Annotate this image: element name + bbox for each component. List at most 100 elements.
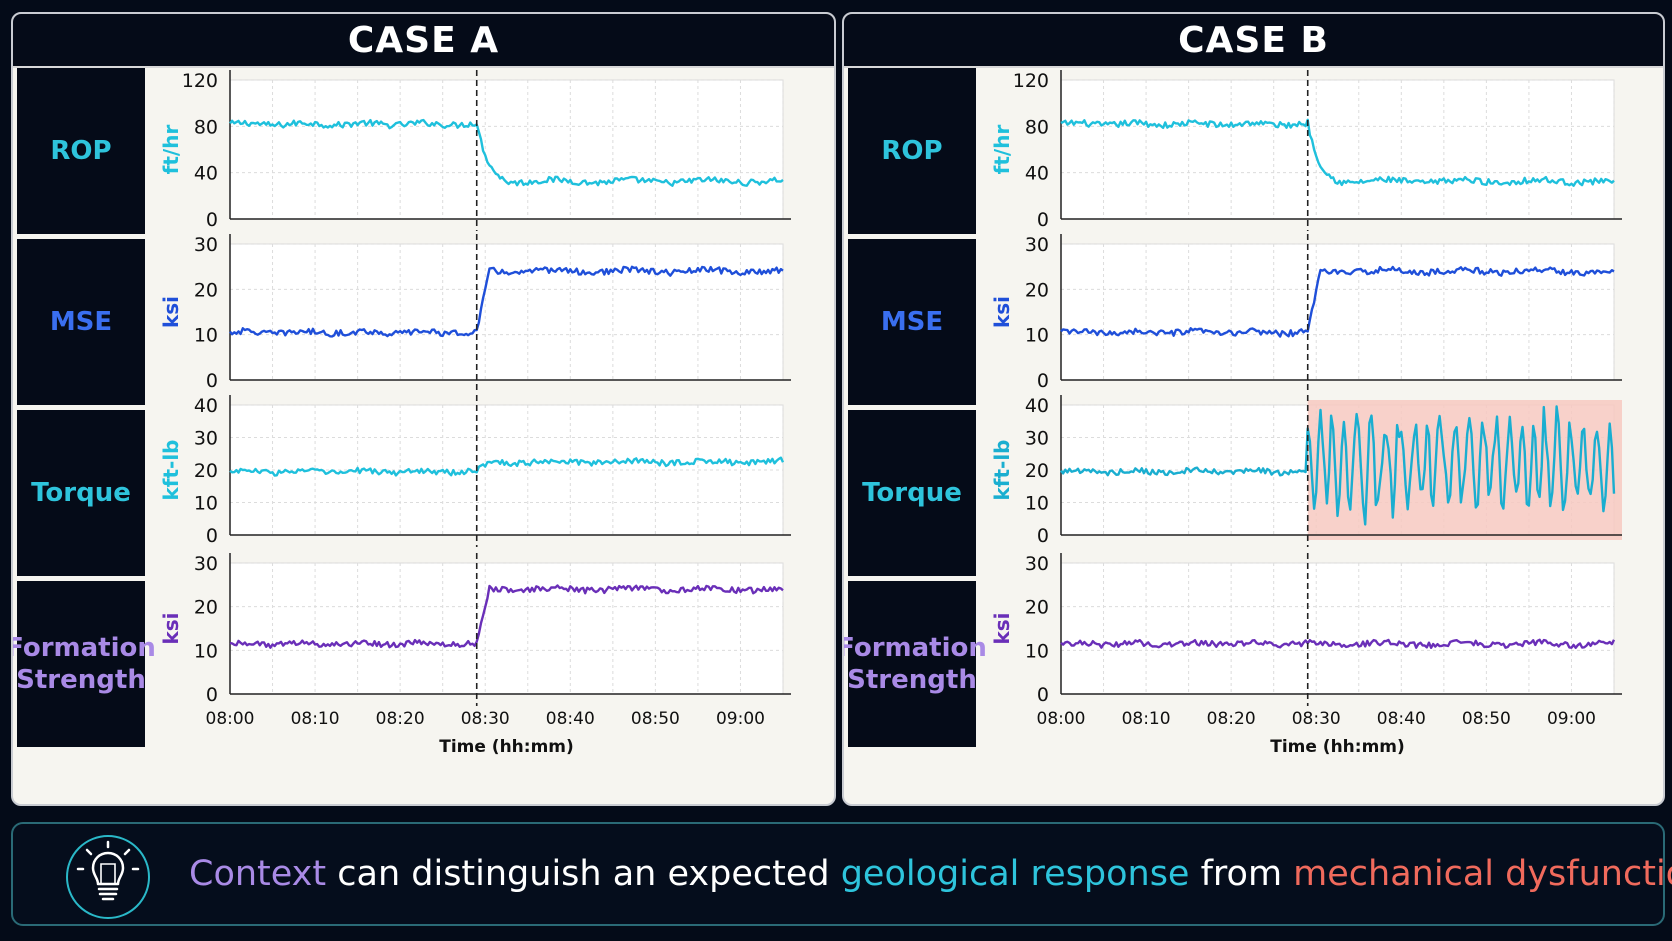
x-tick-label: 08:10: [1122, 709, 1171, 729]
y-tick-label: 30: [194, 553, 218, 575]
y-tick-label: 20: [1025, 597, 1049, 619]
plot-area: [229, 79, 784, 220]
series-line: [1060, 638, 1616, 649]
y-tick-label: 0: [206, 525, 218, 547]
case-b-rop-label: ROP: [848, 68, 976, 234]
y-tick-label: 0: [1037, 209, 1049, 231]
series-line: [229, 584, 784, 649]
series-line: [1060, 405, 1616, 526]
y-tick-label: 120: [1013, 70, 1049, 92]
y-tick-label: 10: [1025, 325, 1049, 347]
y-tick-label: 10: [194, 640, 218, 662]
insight-word-geological: geological response: [840, 854, 1190, 894]
x-tick-label: 08:00: [1037, 709, 1086, 729]
case-a-formation-label-line2: Strength: [16, 665, 146, 695]
y-tick-label: 120: [182, 70, 218, 92]
chart-b-1: 0 10 20 30 ksi: [990, 234, 1622, 392]
y-tick-label: 80: [1025, 116, 1049, 138]
y-tick-label: 10: [1025, 640, 1049, 662]
case-a-torque-label: Torque: [17, 410, 145, 576]
y-tick-label: 30: [1025, 553, 1049, 575]
y-tick-label: 30: [1025, 428, 1049, 450]
y-tick-label: 80: [194, 116, 218, 138]
insight-text-2: from: [1189, 854, 1294, 894]
y-tick-label: 0: [1037, 525, 1049, 547]
plot-area: [229, 562, 784, 695]
y-tick-label: 40: [194, 163, 218, 185]
case-a-title: CASE A: [13, 14, 834, 68]
insight-banner: Context can distinguish an expected geol…: [11, 822, 1672, 926]
x-axis-title: Time (hh:mm): [439, 737, 574, 757]
y-tick-label: 40: [1025, 163, 1049, 185]
x-tick-label: 08:30: [461, 709, 510, 729]
y-tick-label: 0: [1037, 684, 1049, 706]
y-tick-label: 0: [206, 684, 218, 706]
y-tick-label: 30: [194, 234, 218, 256]
y-tick-label: 10: [194, 325, 218, 347]
case-a-panel: CASE A ROP MSE Torque Formation Strength …: [11, 12, 836, 806]
y-tick-label: 20: [1025, 460, 1049, 482]
case-a-mse-label: MSE: [17, 239, 145, 405]
x-tick-label: 08:10: [291, 709, 340, 729]
unit-label: ksi: [159, 296, 183, 328]
case-b-panel: CASE B ROP MSE Torque Formation Strength …: [842, 12, 1665, 806]
lightbulb-icon: [66, 835, 150, 919]
x-tick-label: 08:30: [1292, 709, 1341, 729]
x-tick-label: 08:50: [1462, 709, 1511, 729]
x-tick-label: 09:00: [1547, 709, 1596, 729]
series-line: [1060, 118, 1615, 187]
chart-b-0: 0 40 80 120 ft/hr: [990, 70, 1622, 231]
y-tick-label: 30: [194, 428, 218, 450]
series-line: [229, 118, 784, 187]
y-tick-label: 40: [194, 395, 218, 417]
case-b-formation-label-line2: Strength: [847, 665, 977, 695]
unit-label: ksi: [990, 612, 1014, 644]
y-tick-label: 0: [1037, 370, 1049, 392]
y-tick-label: 20: [1025, 279, 1049, 301]
unit-label: ksi: [159, 612, 183, 644]
series-line: [1060, 265, 1615, 338]
chart-b-2: 0 10 20 30 40 kft-lb: [990, 395, 1622, 547]
case-b-formation-label-line1: Formation: [842, 633, 987, 663]
y-tick-label: 0: [206, 370, 218, 392]
y-tick-label: 20: [194, 460, 218, 482]
x-tick-label: 08:40: [1377, 709, 1426, 729]
x-tick-label: 09:00: [716, 709, 765, 729]
chart-a-0: 0 40 80 120 ft/hr: [159, 70, 791, 231]
unit-label: ft/hr: [990, 125, 1014, 175]
chart-a-1: 0 10 20 30 ksi: [159, 234, 791, 392]
case-a-rop-label: ROP: [17, 68, 145, 234]
case-b-title: CASE B: [844, 14, 1663, 68]
case-b-torque-label: Torque: [848, 410, 976, 576]
x-tick-label: 08:00: [206, 709, 255, 729]
x-tick-label: 08:40: [546, 709, 595, 729]
chart-a-2: 0 10 20 30 40 kft-lb: [159, 395, 791, 547]
plot-area: [1060, 243, 1615, 381]
plot-area: [1060, 79, 1615, 220]
y-tick-label: 20: [194, 597, 218, 619]
unit-label: kft-lb: [990, 439, 1014, 500]
series-line: [229, 456, 785, 477]
y-tick-label: 0: [206, 209, 218, 231]
series-line: [229, 265, 784, 338]
x-tick-label: 08:20: [376, 709, 425, 729]
insight-text-1: can distinguish an expected: [326, 854, 841, 894]
case-a-formation-label-line1: Formation: [11, 633, 156, 663]
unit-label: kft-lb: [159, 439, 183, 500]
case-b-mse-label: MSE: [848, 239, 976, 405]
case-a-charts: 0 40 80 120 ft/hr 0 10 20 30 ksi 0 10 20 30 40 kft-lb 0 1…: [159, 70, 791, 757]
y-tick-label: 40: [1025, 395, 1049, 417]
case-b-charts: 0 40 80 120 ft/hr 0 10 20 30 ksi 0 10 20 30 40 kft-lb 0 1…: [990, 70, 1622, 757]
x-axis-title: Time (hh:mm): [1270, 737, 1405, 757]
y-tick-label: 10: [1025, 493, 1049, 515]
x-tick-label: 08:50: [631, 709, 680, 729]
y-tick-label: 20: [194, 279, 218, 301]
insight-word-mechanical: mechanical dysfunction.: [1293, 854, 1672, 894]
chart-b-3: 0 10 20 30 ksi: [990, 553, 1622, 706]
insight-word-context: Context: [189, 854, 327, 894]
plot-area: [229, 243, 784, 381]
y-tick-label: 30: [1025, 234, 1049, 256]
chart-a-3: 0 10 20 30 ksi: [159, 553, 791, 706]
plot-area: [1060, 562, 1615, 695]
unit-label: ksi: [990, 296, 1014, 328]
